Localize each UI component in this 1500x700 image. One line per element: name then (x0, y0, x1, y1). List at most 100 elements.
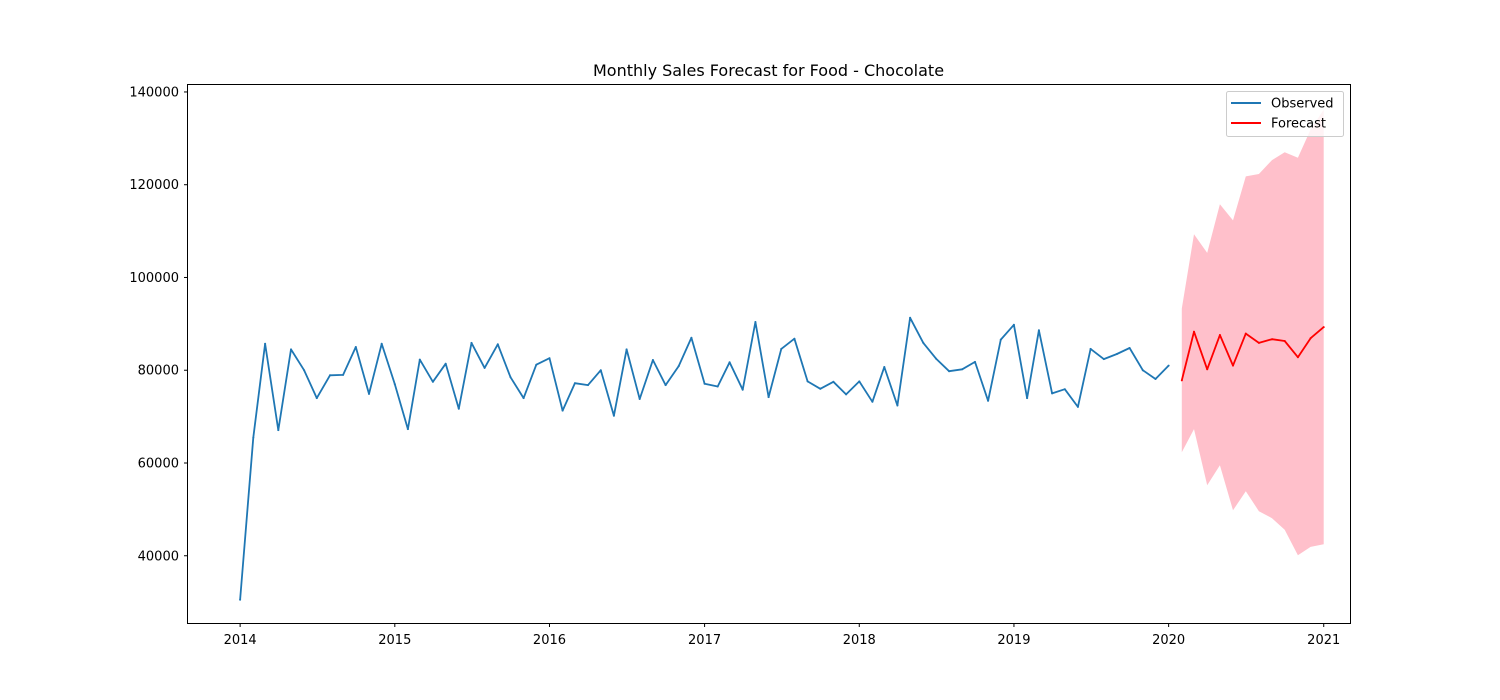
plot-frame (187, 84, 1351, 624)
observed-point (961, 368, 964, 371)
forecast-point (1193, 330, 1195, 333)
forecast-point (1283, 340, 1286, 342)
observed-point (457, 407, 460, 410)
data-point-layer (239, 316, 1325, 601)
x-tick-label: 2016 (533, 633, 566, 648)
forecast-point (1206, 368, 1209, 371)
observed-point (329, 374, 331, 377)
observed-point (612, 414, 615, 417)
confidence-band (1181, 109, 1324, 556)
y-tick-label: 80000 (138, 364, 179, 379)
observed-point (1026, 397, 1029, 400)
x-tick-label: 2015 (378, 633, 411, 648)
observed-point (509, 376, 512, 379)
observed-point (496, 343, 499, 346)
observed-point (664, 384, 667, 387)
observed-point (561, 409, 564, 412)
observed-point (819, 387, 822, 390)
observed-point (741, 388, 744, 391)
observed-point (677, 365, 680, 368)
y-tick-label: 60000 (138, 456, 179, 471)
forecast-point (1180, 379, 1183, 382)
observed-point (1051, 392, 1054, 395)
observed-point (625, 348, 628, 351)
observed-point (1012, 323, 1015, 326)
plot-area (187, 84, 1351, 624)
x-tick-label: 2018 (843, 633, 876, 648)
observed-point (470, 341, 473, 344)
observed-point (380, 342, 383, 345)
observed-point (1063, 388, 1066, 391)
observed-point (858, 380, 861, 383)
x-tick-label: 2020 (1152, 633, 1185, 648)
observed-line (239, 316, 1170, 600)
observed-point (315, 397, 318, 400)
legend: Observed Forecast (1226, 91, 1344, 137)
forecast-point (1244, 332, 1247, 335)
x-tick-label: 2014 (224, 633, 257, 648)
observed-point (1154, 378, 1157, 380)
observed-point (535, 363, 538, 366)
observed-point (393, 383, 396, 386)
observed-point (431, 380, 434, 383)
observed-point (1089, 347, 1092, 350)
observed-point (252, 436, 255, 439)
observed-point (342, 373, 345, 376)
observed-point (290, 348, 292, 351)
observed-point (767, 396, 770, 399)
x-tick-label: 2017 (688, 633, 721, 648)
observed-point (690, 336, 693, 339)
forecast-point (1296, 356, 1299, 359)
observed-point (909, 316, 912, 319)
y-tick-label: 40000 (138, 549, 179, 564)
observed-point (948, 370, 951, 373)
x-tick-label: 2021 (1307, 633, 1340, 648)
y-tick-label: 140000 (129, 85, 179, 100)
observed-point (935, 357, 937, 360)
observed-point (883, 366, 886, 368)
observed-point (277, 429, 280, 432)
observed-point (368, 392, 370, 395)
observed-point (1167, 364, 1170, 367)
observed-point (303, 369, 306, 372)
forecast-point (1232, 364, 1234, 367)
observed-point (1037, 329, 1040, 332)
forecast-point (1309, 337, 1312, 340)
observed-point (483, 366, 486, 369)
observed-point (651, 359, 654, 361)
observed-point (845, 393, 848, 396)
observed-point (264, 342, 267, 345)
forecast-point (1257, 341, 1260, 344)
observed-point (1128, 347, 1131, 349)
observed-point (239, 598, 242, 601)
x-tick-label: 2019 (997, 633, 1030, 648)
observed-point (987, 399, 990, 402)
observed-point (444, 362, 447, 365)
forecast-point (1322, 326, 1325, 329)
observed-point (728, 361, 731, 364)
observed-point (716, 385, 719, 388)
observed-point (999, 338, 1002, 341)
observed-point (354, 346, 357, 348)
observed-point (1076, 405, 1079, 408)
x-axis: 2014 2015 2016 2017 2018 2019 2020 2021 (224, 623, 1340, 648)
observed-point (871, 400, 874, 403)
legend-observed-label: Observed (1271, 97, 1334, 112)
observed-point (522, 397, 525, 400)
series-line-layer (239, 316, 1325, 600)
forecast-line (1180, 326, 1325, 381)
observed-point (793, 337, 796, 340)
observed-point (1102, 358, 1105, 361)
observed-point (587, 384, 589, 387)
observed-point (703, 382, 706, 385)
observed-point (418, 358, 421, 361)
observed-point (832, 380, 835, 383)
observed-point (896, 404, 899, 407)
observed-point (406, 428, 409, 431)
chart-title: Monthly Sales Forecast for Food - Chocol… (593, 61, 944, 80)
observed-point (599, 369, 602, 372)
observed-point (638, 398, 641, 400)
observed-point (754, 321, 757, 323)
forecast-point (1218, 334, 1221, 336)
